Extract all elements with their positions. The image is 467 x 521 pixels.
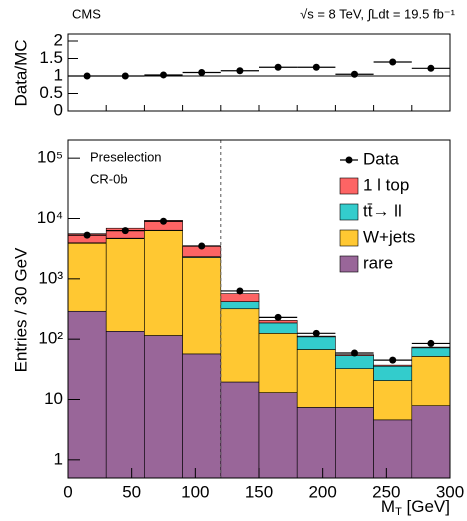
stack-segment <box>220 301 260 310</box>
experiment-label: CMS <box>72 6 101 21</box>
x-tick-label: 300 <box>436 482 464 501</box>
stack-segment <box>335 368 374 408</box>
y-tick-label: 0.5 <box>39 83 63 102</box>
energy-label: √s = 8 TeV, ∫Ldt = 19.5 fb⁻¹ <box>300 6 456 21</box>
legend-swatch <box>339 255 359 273</box>
ratio-point <box>274 63 282 71</box>
legend-swatch <box>339 177 359 195</box>
y-label: Entries / 30 GeV <box>11 247 30 372</box>
stack-segment <box>258 333 298 393</box>
stack-segment <box>258 322 298 334</box>
ratio-point <box>427 64 435 72</box>
ratio-y-label: Data/MC <box>11 39 30 106</box>
ratio-point <box>312 63 320 71</box>
legend-swatch <box>339 203 359 221</box>
legend-label: W+jets <box>363 227 415 246</box>
y-tick-label: 1 <box>54 65 63 84</box>
stack-segment <box>220 308 260 383</box>
y-tick-label: 1.5 <box>39 48 63 67</box>
annotation: Preselection <box>90 149 162 164</box>
stack-segment <box>182 353 222 479</box>
x-tick-label: 250 <box>372 482 400 501</box>
x-tick-label: 150 <box>245 482 273 501</box>
legend-label: Data <box>363 149 399 168</box>
frame <box>67 33 451 112</box>
y-tick-label: 10² <box>38 329 63 348</box>
ratio-point <box>351 70 358 78</box>
y-tick-label: 10 <box>44 389 63 408</box>
data-point <box>160 217 167 225</box>
stack-segment <box>105 238 145 332</box>
stack-segment <box>67 242 107 312</box>
legend-swatch <box>339 229 359 247</box>
stack-segment <box>220 381 260 479</box>
x-label: MT [GeV] <box>381 497 450 517</box>
stack-segment <box>296 349 336 408</box>
data-point <box>389 356 397 364</box>
legend-label: 1 l top <box>363 175 409 194</box>
stack-segment <box>411 347 451 357</box>
x-tick-label: 50 <box>122 482 141 501</box>
ratio-point <box>198 69 206 76</box>
stack-segment <box>258 392 298 479</box>
stack-segment <box>373 364 413 367</box>
stack-segment <box>373 365 413 381</box>
data-point <box>351 349 358 357</box>
stack-segment <box>335 407 374 479</box>
data-point <box>121 227 129 235</box>
annotation: CR-0b <box>90 171 128 186</box>
data-point <box>312 329 320 337</box>
x-label-base: M <box>381 497 395 516</box>
y-tick-label: 0 <box>54 100 63 119</box>
stack-segment <box>296 407 336 479</box>
stack-segment <box>411 356 451 406</box>
ratio-point <box>83 72 91 80</box>
stack-segment <box>144 335 183 479</box>
x-label-unit: [GeV] <box>402 497 450 516</box>
stack-segment <box>296 336 336 350</box>
stack-segment <box>411 346 451 349</box>
stack-segment <box>373 419 413 479</box>
x-label-sub: T <box>395 506 402 518</box>
ratio-point <box>121 72 129 80</box>
legend-marker <box>345 156 353 164</box>
data-point <box>83 231 91 239</box>
y-tick-label: 10⁵ <box>37 148 63 167</box>
stack-segment <box>67 310 107 479</box>
x-tick-label: 200 <box>308 482 336 501</box>
stack-segment <box>105 331 145 479</box>
x-tick-label: 0 <box>63 482 72 501</box>
legend-label: rare <box>363 253 393 272</box>
stack-segment <box>373 380 413 421</box>
y-tick-label: 2 <box>54 30 63 49</box>
data-point <box>274 313 282 321</box>
y-tick-label: 10³ <box>38 268 63 287</box>
y-tick-label: 1 <box>54 449 63 468</box>
ratio-point <box>236 67 244 75</box>
ratio-point <box>389 58 397 66</box>
stack-segment <box>182 257 222 355</box>
data-point <box>427 339 435 347</box>
data-point <box>198 242 206 250</box>
stack-segment <box>411 405 451 479</box>
data-point <box>236 287 244 295</box>
frame <box>67 139 451 479</box>
stack-segment <box>220 293 260 302</box>
y-tick-label: 10⁴ <box>37 208 63 227</box>
stack-segment <box>144 230 183 336</box>
ratio-point <box>160 71 167 79</box>
legend-label: tt̄→ ll <box>363 201 402 220</box>
x-tick-label: 100 <box>181 482 209 501</box>
stack-segment <box>335 355 374 369</box>
